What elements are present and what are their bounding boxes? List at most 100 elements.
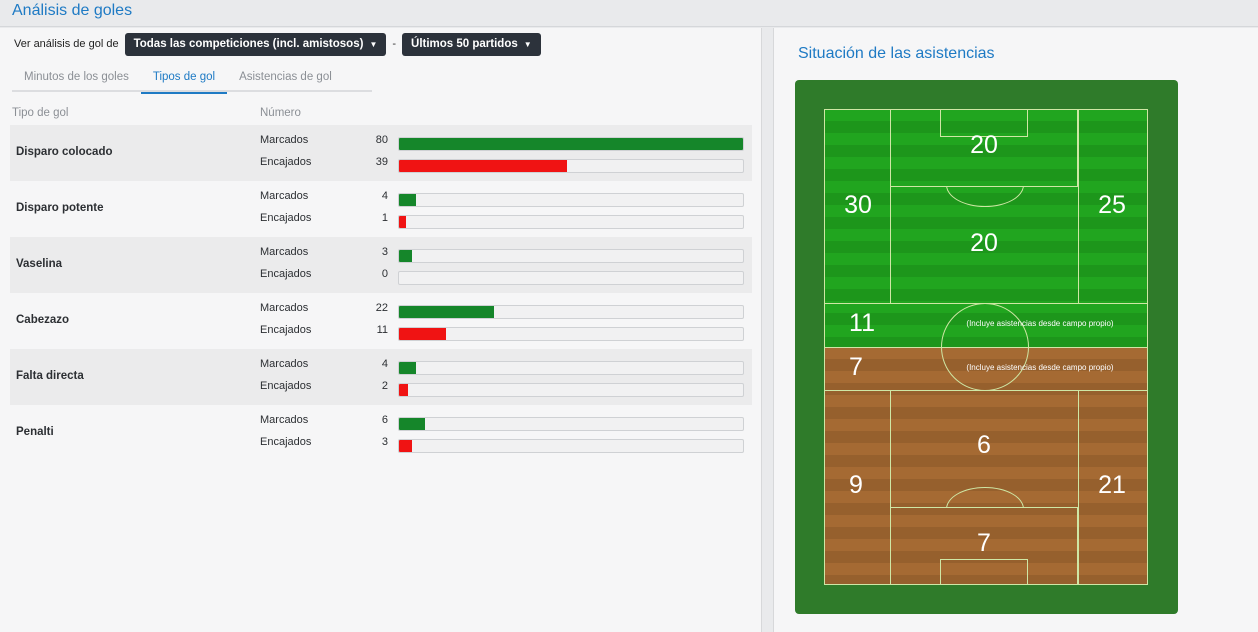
table-row: Disparo colocado Marcados 80 Encajados 39 — [10, 125, 752, 181]
scored-line: Marcados 4 — [260, 357, 750, 375]
scored-count: 3 — [381, 246, 388, 258]
scored-bar — [399, 138, 743, 150]
scored-line: Marcados 22 — [260, 301, 750, 319]
scored-bar — [399, 250, 412, 262]
conceded-bar-track — [398, 271, 744, 285]
goal-type-label: Disparo potente — [16, 202, 104, 214]
conceded-line: Encajados 0 — [260, 267, 750, 285]
tab-goal-types[interactable]: Tipos de gol — [140, 68, 228, 94]
conceded-bar-track — [398, 439, 744, 453]
table-row: Disparo potente Marcados 4 Encajados 1 — [10, 181, 752, 237]
conceded-bar-track — [398, 159, 744, 173]
conceded-bar — [399, 440, 412, 452]
conceded-line: Encajados 2 — [260, 379, 750, 397]
scored-bar-track — [398, 137, 744, 151]
top-penalty-box — [890, 109, 1078, 187]
chevron-down-icon: ▼ — [369, 39, 378, 49]
conceded-bar-track — [398, 215, 744, 229]
zone-right-wing-opp: 21 — [1098, 471, 1126, 499]
zone-right-wing-own: 25 — [1098, 191, 1126, 219]
zone-midfield-own: 11 — [849, 309, 875, 337]
scored-line: Marcados 4 — [260, 189, 750, 207]
scored-count: 80 — [375, 134, 388, 146]
assists-panel: Situación de las asistencias 20 30 25 — [773, 28, 1258, 632]
header-divider — [0, 26, 1258, 27]
scored-bar-track — [398, 193, 744, 207]
competition-value: Todas las competiciones (incl. amistosos… — [133, 38, 364, 50]
scored-count: 6 — [381, 414, 388, 426]
conceded-line: Encajados 3 — [260, 435, 750, 453]
bottom-penalty-box — [890, 507, 1078, 585]
conceded-bar-track — [398, 383, 744, 397]
chevron-down-icon: ▼ — [523, 39, 532, 49]
table-row: Falta directa Marcados 4 Encajados 2 — [10, 349, 752, 405]
conceded-count: 2 — [381, 380, 388, 392]
filter-separator: - — [392, 38, 397, 50]
scored-label: Marcados — [260, 246, 309, 258]
conceded-count: 39 — [375, 156, 388, 168]
scored-line: Marcados 3 — [260, 245, 750, 263]
goal-types-table: Disparo colocado Marcados 80 Encajados 39 Dis… — [10, 125, 752, 461]
conceded-count: 1 — [381, 212, 388, 224]
goal-type-label: Cabezazo — [16, 314, 70, 326]
filter-row: Ver análisis de gol de Todas las competi… — [14, 32, 541, 56]
conceded-line: Encajados 11 — [260, 323, 750, 341]
conceded-label: Encajados — [260, 324, 312, 336]
scored-line: Marcados 6 — [260, 413, 750, 431]
conceded-label: Encajados — [260, 380, 312, 392]
football-pitch: 20 30 25 20 11 (Incluye asistencias desd… — [795, 80, 1178, 614]
scored-count: 22 — [375, 302, 388, 314]
scored-bar-track — [398, 361, 744, 375]
zone-left-wing-opp: 9 — [849, 471, 863, 499]
conceded-count: 3 — [381, 436, 388, 448]
competition-dropdown[interactable]: Todas las competiciones (incl. amistosos… — [124, 32, 387, 56]
zone-center-opp: 6 — [977, 431, 991, 459]
conceded-bar — [399, 328, 447, 340]
line-left-wing-bottom — [890, 390, 891, 585]
tab-goal-minutes[interactable]: Minutos de los goles — [24, 71, 129, 83]
center-circle — [941, 303, 1029, 391]
table-row: Penalti Marcados 6 Encajados 3 — [10, 405, 752, 461]
line-right-wing-top — [1078, 109, 1079, 303]
scored-count: 4 — [381, 190, 388, 202]
conceded-label: Encajados — [260, 156, 312, 168]
conceded-line: Encajados 1 — [260, 211, 750, 229]
line-right-wing-bottom — [1078, 390, 1079, 585]
zone-box-own: 20 — [970, 131, 998, 159]
scored-label: Marcados — [260, 190, 309, 202]
conceded-label: Encajados — [260, 212, 312, 224]
conceded-line: Encajados 39 — [260, 155, 750, 173]
analysis-tabs: Minutos de los goles Tipos de gol Asiste… — [12, 68, 372, 94]
scored-bar — [399, 418, 425, 430]
zone-box-opp: 7 — [977, 529, 991, 557]
conceded-label: Encajados — [260, 436, 312, 448]
conceded-count: 0 — [381, 268, 388, 280]
table-row: Cabezazo Marcados 22 Encajados 11 — [10, 293, 752, 349]
conceded-count: 11 — [376, 324, 388, 336]
scored-bar-track — [398, 417, 744, 431]
scored-label: Marcados — [260, 414, 309, 426]
scored-bar — [399, 194, 417, 206]
zone-midfield-opp: 7 — [849, 353, 863, 381]
line-left-wing-top — [890, 109, 891, 303]
assists-title: Situación de las asistencias — [798, 45, 995, 62]
scored-bar-track — [398, 305, 744, 319]
scored-bar — [399, 306, 494, 318]
range-value: Últimos 50 partidos — [411, 38, 518, 50]
goal-type-label: Falta directa — [16, 370, 84, 382]
bottom-goal-box — [940, 559, 1028, 585]
scored-line: Marcados 80 — [260, 133, 750, 151]
conceded-bar — [399, 384, 408, 396]
tab-goal-assists[interactable]: Asistencias de gol — [239, 71, 332, 83]
goal-type-label: Penalti — [16, 426, 54, 438]
filter-label: Ver análisis de gol de — [14, 38, 119, 50]
table-row: Vaselina Marcados 3 Encajados 0 — [10, 237, 752, 293]
conceded-bar — [399, 160, 567, 172]
range-dropdown[interactable]: Últimos 50 partidos ▼ — [402, 32, 541, 56]
scored-label: Marcados — [260, 134, 309, 146]
column-header-number: Número — [260, 107, 301, 119]
scored-bar — [399, 362, 417, 374]
conceded-label: Encajados — [260, 268, 312, 280]
scored-label: Marcados — [260, 302, 309, 314]
top-goal-box — [940, 109, 1028, 137]
